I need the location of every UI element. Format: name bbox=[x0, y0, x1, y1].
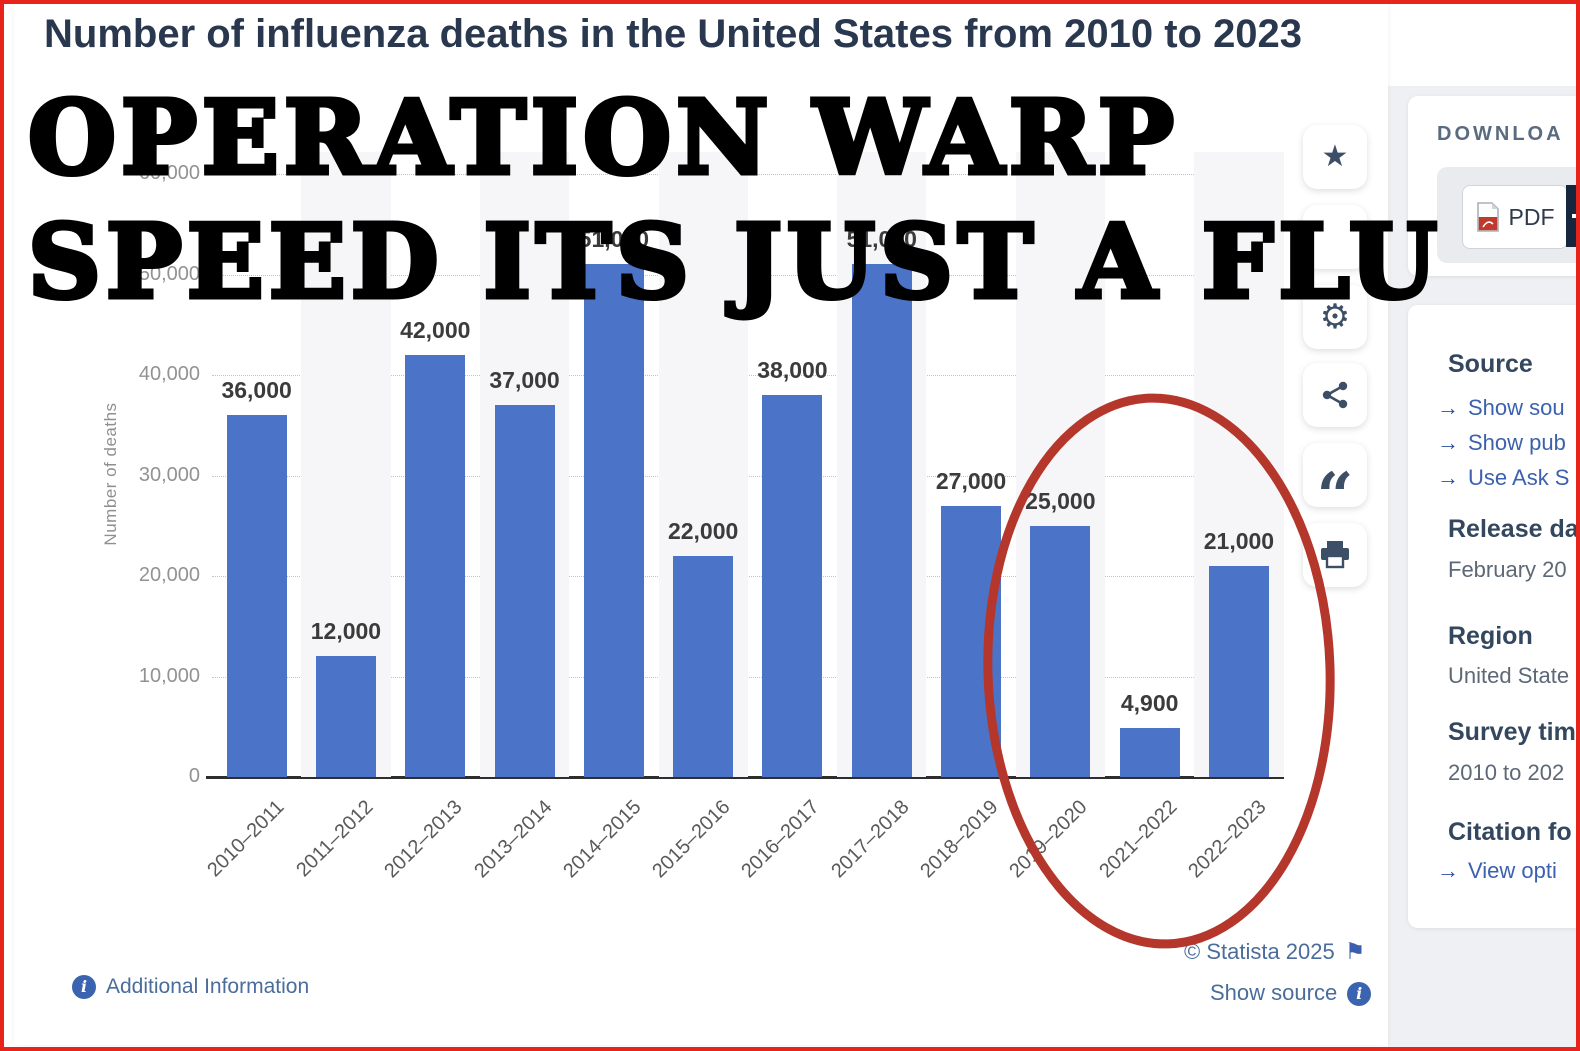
y-tick-label: 30,000 bbox=[138, 463, 200, 486]
bar-value-label: 37,000 bbox=[489, 367, 560, 394]
copyright-notice: © Statista 2025 ⚑ bbox=[1184, 938, 1365, 965]
y-tick-label: 60,000 bbox=[138, 162, 200, 184]
bar-value-label: 22,000 bbox=[667, 517, 739, 544]
printer-icon bbox=[1321, 541, 1349, 569]
bar[interactable] bbox=[673, 555, 734, 777]
page-title: Number of influenza deaths in the United… bbox=[44, 12, 1303, 56]
y-tick-label: 50,000 bbox=[138, 262, 200, 285]
arrow-right-icon: → bbox=[1437, 430, 1459, 455]
bar-value-label: 4,900 bbox=[1120, 689, 1179, 716]
bar-value-label: 36,000 bbox=[221, 377, 292, 404]
bar[interactable] bbox=[1208, 565, 1269, 777]
y-tick-label: 0 bbox=[188, 765, 200, 787]
cite-button[interactable]: “ bbox=[1303, 443, 1367, 529]
bar-value-label: 51,000 bbox=[846, 226, 917, 253]
pdf-button-label: PDF bbox=[1508, 203, 1555, 230]
settings-button[interactable]: ⚙ bbox=[1303, 285, 1367, 349]
download-more-button[interactable] bbox=[1566, 185, 1580, 247]
use-ask-statista-link[interactable]: → Use Ask S bbox=[1437, 465, 1570, 490]
bar-value-label: 25,000 bbox=[1025, 487, 1096, 514]
citation-view-options-link[interactable]: → View opti bbox=[1437, 858, 1557, 883]
y-tick-label: 40,000 bbox=[138, 363, 200, 385]
additional-information-label: Additional Information bbox=[106, 975, 310, 999]
share-button[interactable] bbox=[1303, 363, 1367, 427]
gear-icon: ⚙ bbox=[1319, 298, 1351, 336]
bar[interactable] bbox=[1119, 727, 1180, 777]
region-value: United State bbox=[1448, 663, 1570, 688]
download-panel: DOWNLOA PDF bbox=[1408, 96, 1580, 276]
bar[interactable] bbox=[762, 395, 823, 777]
x-axis-line bbox=[206, 776, 1284, 779]
bar-value-label: 21,000 bbox=[1203, 527, 1275, 554]
bar[interactable] bbox=[941, 505, 1002, 777]
arrow-right-icon: → bbox=[1437, 465, 1459, 490]
download-pdf-button[interactable]: PDF bbox=[1462, 185, 1568, 249]
chart-card: Number of influenza deaths in the United… bbox=[14, 4, 1388, 1045]
bar-value-label: 42,000 bbox=[400, 316, 471, 343]
copyright-label: © Statista 2025 bbox=[1184, 939, 1335, 964]
info-icon: i bbox=[1347, 982, 1372, 1007]
bar[interactable] bbox=[851, 264, 912, 777]
bar-value-label: 51,000 bbox=[578, 226, 650, 253]
print-button[interactable] bbox=[1303, 523, 1367, 587]
arrow-right-icon: → bbox=[1437, 395, 1459, 420]
source-heading: Source bbox=[1448, 350, 1533, 378]
plus-icon bbox=[1572, 214, 1580, 218]
citation-heading: Citation fo bbox=[1448, 818, 1572, 846]
bar[interactable] bbox=[583, 264, 644, 777]
region-heading: Region bbox=[1448, 622, 1533, 650]
show-source-link[interactable]: Show source i bbox=[1210, 980, 1372, 1007]
additional-information-link[interactable]: i Additional Information bbox=[72, 975, 310, 1000]
arrow-right-icon: → bbox=[1437, 858, 1459, 883]
favorite-button[interactable]: ★ bbox=[1303, 125, 1367, 189]
pdf-file-icon bbox=[1476, 202, 1499, 232]
obscured-button[interactable] bbox=[1303, 205, 1367, 269]
release-date-heading: Release da bbox=[1448, 515, 1579, 543]
show-sources-link[interactable]: → Show sou bbox=[1437, 395, 1565, 420]
bar[interactable] bbox=[226, 415, 287, 777]
y-tick-label: 10,000 bbox=[138, 664, 200, 687]
info-icon: i bbox=[72, 975, 96, 1000]
bar-value-label: 38,000 bbox=[757, 357, 828, 384]
flag-icon[interactable]: ⚑ bbox=[1344, 938, 1366, 964]
bar[interactable] bbox=[405, 354, 466, 777]
star-icon: ★ bbox=[1321, 140, 1349, 173]
bar[interactable] bbox=[1030, 525, 1091, 777]
show-source-label: Show source bbox=[1210, 980, 1338, 1005]
bar[interactable] bbox=[494, 405, 555, 777]
show-publisher-link[interactable]: → Show pub bbox=[1437, 430, 1566, 455]
share-icon bbox=[1322, 381, 1348, 409]
survey-period-value: 2010 to 202 bbox=[1448, 760, 1565, 785]
y-tick-label: 20,000 bbox=[138, 564, 200, 586]
bar[interactable] bbox=[315, 656, 376, 777]
source-panel: Source → Show sou → Show pub → Use Ask S Re… bbox=[1408, 305, 1580, 928]
bar-value-label: 12,000 bbox=[310, 618, 382, 645]
download-header: DOWNLOA bbox=[1437, 123, 1564, 145]
release-date-value: February 20 bbox=[1448, 557, 1567, 582]
survey-period-heading: Survey tim bbox=[1448, 718, 1576, 746]
